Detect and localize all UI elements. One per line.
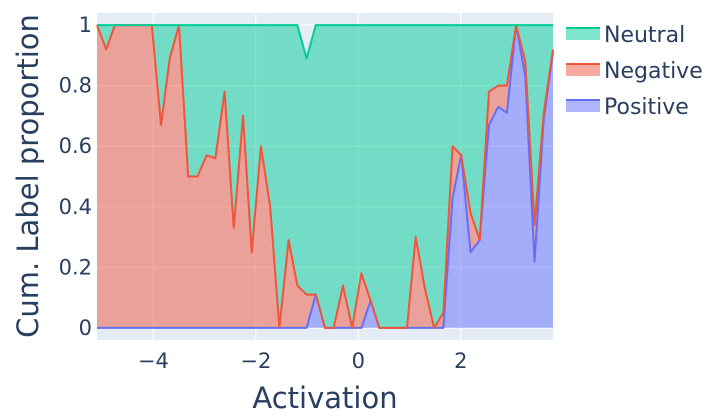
y-axis: 0 0.2 0.4 0.6 0.8 1	[59, 13, 92, 340]
legend-label-neutral: Neutral	[604, 23, 685, 48]
area-neutral	[97, 25, 553, 328]
legend-label-negative: Negative	[604, 59, 703, 84]
y-tick-label: 0.8	[59, 74, 92, 98]
line-neutral	[97, 24, 553, 60]
legend-swatch-negative	[566, 64, 600, 76]
y-tick-label: 1	[79, 13, 92, 37]
area-positive	[97, 25, 553, 328]
y-axis-title: Cum. Label proportion	[11, 14, 45, 338]
legend-swatch-positive	[566, 100, 600, 112]
x-tick-label: 0	[352, 349, 365, 373]
x-tick-label: 2	[454, 349, 467, 373]
x-axis-title: Activation	[252, 381, 397, 415]
y-tick-label: 0.2	[59, 255, 92, 279]
legend-item-negative[interactable]: Negative	[566, 59, 703, 84]
legend-item-neutral[interactable]: Neutral	[566, 23, 685, 48]
x-axis: −4 −2 0 2	[138, 349, 468, 373]
line-series	[96, 24, 554, 329]
area-negative	[97, 25, 553, 328]
x-tick-label: −2	[240, 349, 271, 373]
y-tick-label: 0	[79, 316, 92, 340]
y-tick-label: 0.4	[59, 195, 92, 219]
y-tick-label: 0.6	[59, 134, 92, 158]
legend-label-positive: Positive	[604, 95, 689, 120]
legend-swatch-neutral	[566, 28, 600, 40]
legend: Neutral Negative Positive	[566, 23, 703, 120]
x-tick-label: −4	[138, 349, 169, 373]
line-negative	[96, 24, 554, 329]
legend-item-positive[interactable]: Positive	[566, 95, 689, 120]
area-series	[97, 25, 553, 328]
